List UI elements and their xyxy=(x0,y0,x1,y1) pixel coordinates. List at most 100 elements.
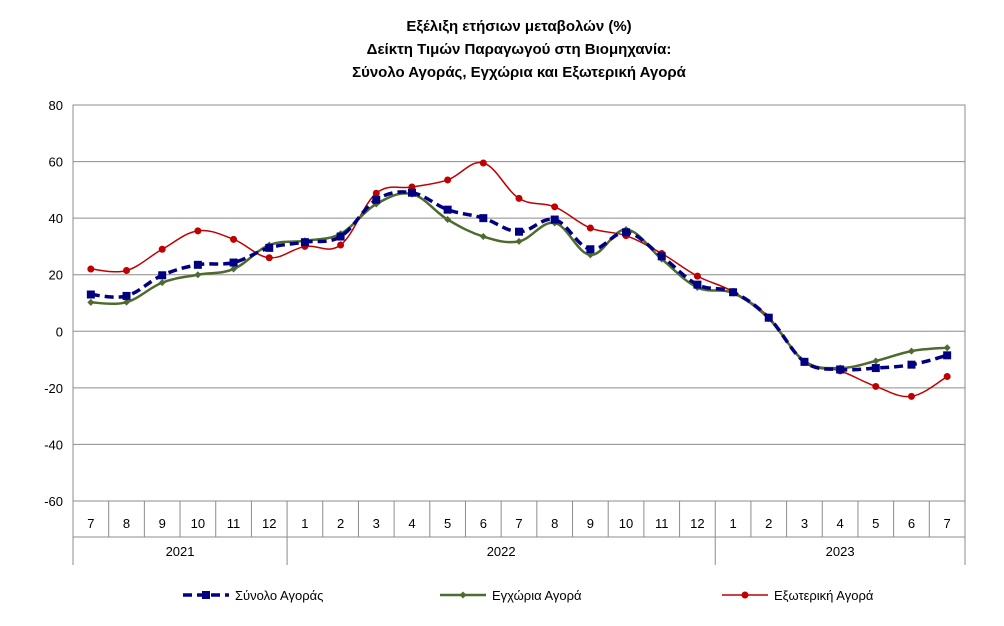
x-tick-label: 11 xyxy=(655,516,669,531)
x-tick-label: 4 xyxy=(408,516,415,531)
data-point-0-3 xyxy=(193,260,202,269)
data-point-2-12 xyxy=(515,194,523,202)
data-point-0-15 xyxy=(622,228,631,237)
x-tick-label: 7 xyxy=(944,516,951,531)
data-point-0-8 xyxy=(372,195,381,204)
data-point-2-14 xyxy=(586,224,594,232)
x-tick-label: 4 xyxy=(837,516,844,531)
chart-legend: Σύνολο Αγοράς Εγχώρια Αγορά Εξωτερική Αγορ… xyxy=(183,588,874,603)
data-point-0-17 xyxy=(693,280,702,289)
data-point-1-4 xyxy=(230,265,238,273)
data-point-1-10 xyxy=(444,216,452,224)
data-point-2-7 xyxy=(337,241,345,249)
x-tick-label: 10 xyxy=(191,516,205,531)
data-point-1-12 xyxy=(515,237,523,245)
data-point-0-5 xyxy=(265,243,274,252)
data-point-1-23 xyxy=(907,347,915,355)
data-point-2-0 xyxy=(87,265,95,273)
chart-title-line-2: Δείκτη Τιμών Παραγωγού στη Βιομηχανία: xyxy=(367,41,672,58)
data-point-0-16 xyxy=(657,252,666,261)
data-point-0-18 xyxy=(729,288,738,297)
x-tick-label: 5 xyxy=(872,516,879,531)
chart-title-line-1: Εξέλιξη ετήσιων μεταβολών (%) xyxy=(406,18,631,35)
data-point-2-11 xyxy=(479,159,487,167)
data-point-2-24 xyxy=(943,373,951,381)
data-point-2-23 xyxy=(907,392,915,400)
data-point-0-23 xyxy=(907,360,916,369)
y-tick-label: 20 xyxy=(49,268,63,283)
data-point-0-13 xyxy=(550,215,559,224)
x-tick-label: 1 xyxy=(301,516,308,531)
x-tick-label: 1 xyxy=(729,516,736,531)
y-tick-label: 80 xyxy=(49,98,63,113)
x-tick-label: 5 xyxy=(444,516,451,531)
data-point-0-10 xyxy=(443,205,452,214)
data-point-0-21 xyxy=(836,365,845,374)
data-point-0-22 xyxy=(871,364,880,373)
x-tick-label: 6 xyxy=(908,516,915,531)
y-tick-label: -40 xyxy=(44,437,63,452)
x-tick-label: 3 xyxy=(373,516,380,531)
data-point-0-9 xyxy=(407,188,416,197)
legend-label-1: Εγχώρια Αγορά xyxy=(492,588,582,603)
x-tick-label: 11 xyxy=(227,516,241,531)
data-point-0-11 xyxy=(479,214,488,223)
data-point-2-1 xyxy=(123,266,131,274)
data-point-0-7 xyxy=(336,232,345,241)
data-point-0-1 xyxy=(122,291,131,300)
data-point-2-10 xyxy=(444,176,452,184)
data-point-0-12 xyxy=(515,227,523,236)
data-point-0-14 xyxy=(586,245,595,254)
data-point-2-5 xyxy=(265,254,273,262)
data-point-2-13 xyxy=(551,203,559,211)
y-tick-label: 0 xyxy=(56,324,63,339)
x-tick-label: 7 xyxy=(515,516,522,531)
data-point-1-3 xyxy=(194,271,202,279)
x-tick-label: 12 xyxy=(262,516,276,531)
x-tick-label: 6 xyxy=(480,516,487,531)
y-tick-label: -60 xyxy=(44,494,63,509)
x-tick-label: 2 xyxy=(765,516,772,531)
y-tick-label: 60 xyxy=(49,155,63,170)
x-tick-label: 9 xyxy=(587,516,594,531)
legend-marker-0 xyxy=(202,591,210,599)
data-point-2-3 xyxy=(194,227,202,235)
data-point-2-22 xyxy=(872,382,880,390)
data-point-0-20 xyxy=(800,357,809,366)
data-point-1-2 xyxy=(158,279,166,287)
x-tick-label: 12 xyxy=(690,516,704,531)
x-tick-label: 8 xyxy=(551,516,558,531)
legend-label-0: Σύνολο Αγοράς xyxy=(235,588,323,603)
data-point-1-0 xyxy=(87,298,95,306)
data-point-1-1 xyxy=(123,298,131,306)
legend-marker-2 xyxy=(741,591,749,599)
data-point-0-6 xyxy=(300,238,309,247)
x-tick-label: 10 xyxy=(619,516,633,531)
legend-label-2: Εξωτερική Αγορά xyxy=(774,588,874,603)
year-label: 2021 xyxy=(166,544,195,559)
year-label: 2022 xyxy=(487,544,516,559)
series-line-1 xyxy=(90,192,948,370)
data-point-2-4 xyxy=(230,235,238,243)
x-tick-label: 3 xyxy=(801,516,808,531)
y-tick-label: -20 xyxy=(44,381,63,396)
data-point-1-22 xyxy=(872,357,880,365)
data-point-0-19 xyxy=(764,313,773,322)
data-point-0-0 xyxy=(86,290,95,299)
year-label: 2023 xyxy=(826,544,855,559)
x-tick-label: 9 xyxy=(159,516,166,531)
data-point-1-11 xyxy=(479,233,487,241)
data-point-0-2 xyxy=(158,271,167,280)
x-tick-label: 2 xyxy=(337,516,344,531)
data-point-2-17 xyxy=(693,272,701,280)
data-point-0-4 xyxy=(229,258,238,267)
y-tick-label: 40 xyxy=(49,211,63,226)
data-point-0-24 xyxy=(943,351,952,360)
data-point-2-2 xyxy=(158,245,166,253)
chart-title: Εξέλιξη ετήσιων μεταβολών (%) Δείκτη Τιμ… xyxy=(352,18,687,81)
chart-title-line-3: Σύνολο Αγοράς, Εγχώρια και Εξωτερική Αγο… xyxy=(352,64,687,81)
plot-border xyxy=(72,104,966,502)
x-tick-label: 8 xyxy=(123,516,130,531)
x-tick-label: 7 xyxy=(87,516,94,531)
